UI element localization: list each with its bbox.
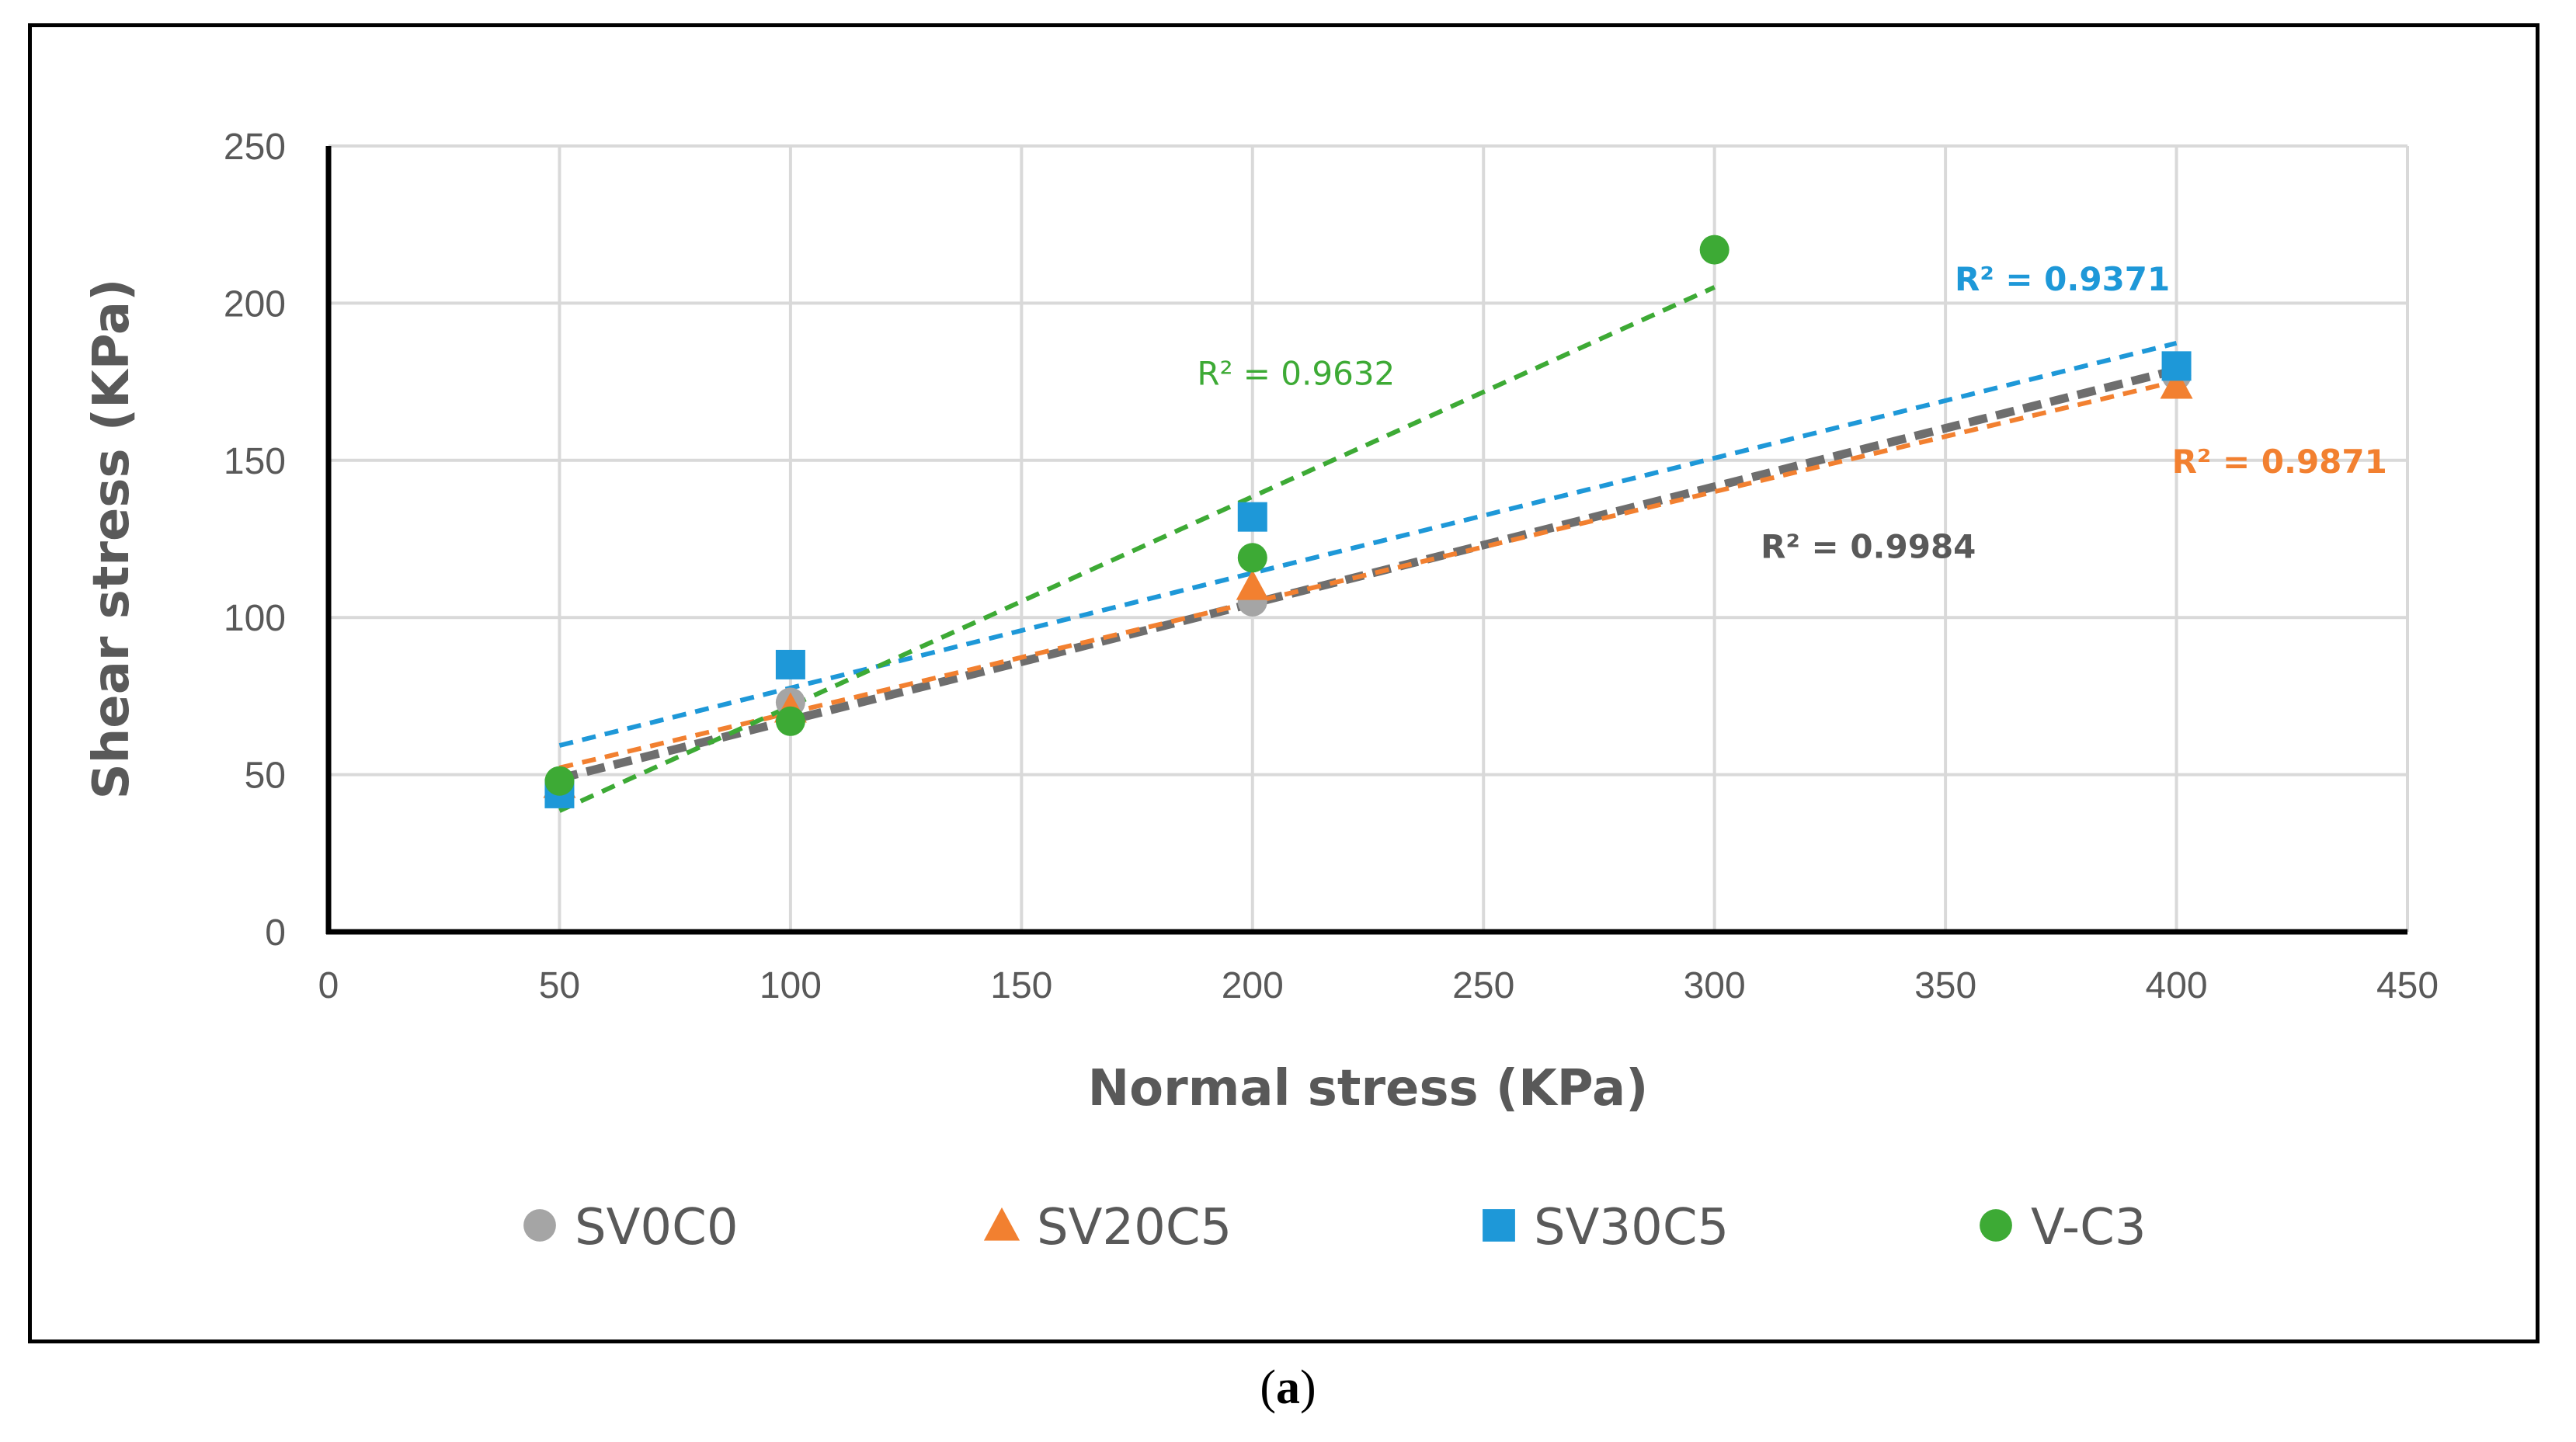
legend-marker-sv30c5	[1483, 1209, 1515, 1242]
y-axis-title: Shear stress (KPa)	[83, 279, 141, 800]
x-tick-label: 0	[318, 965, 339, 1006]
x-tick-label: 100	[760, 965, 822, 1006]
legend-marker-sv20c5	[983, 1207, 1020, 1241]
y-tick-label: 200	[224, 283, 286, 325]
legend: SV0C0 SV20C5 SV30C5 V-C3	[523, 1199, 2147, 1256]
x-tick-label: 250	[1452, 965, 1514, 1006]
x-tick-label: 200	[1222, 965, 1284, 1006]
labels: 0 50 100 150 200 250 300 350 400 450 0 50 100 150 200 2…	[83, 127, 2439, 1117]
legend-label: SV20C5	[1037, 1199, 1232, 1256]
x-tick-label: 450	[2376, 965, 2439, 1006]
x-tick-label: 150	[990, 965, 1052, 1006]
caption-letter: a	[1276, 1361, 1300, 1414]
legend-entry-sv30c5: SV30C5	[1483, 1199, 1729, 1256]
trendlines	[558, 285, 2178, 813]
figure-frame	[28, 23, 2539, 1343]
r2-label-sv0c0: R² = 0.9984	[1761, 527, 1976, 565]
point-sv30c5	[775, 649, 805, 679]
x-tick-label: 350	[1914, 965, 1976, 1006]
r2-label-v-c3: R² = 0.9632	[1197, 355, 1395, 393]
legend-label: SV30C5	[1534, 1199, 1729, 1256]
x-tick-label: 50	[539, 965, 580, 1006]
point-v-c3	[1699, 235, 1730, 265]
x-tick-label: 400	[2146, 965, 2208, 1006]
trendline-sv20c5	[558, 379, 2178, 770]
r2-label-sv20c5: R² = 0.9871	[2172, 443, 2387, 481]
point-sv30c5	[1237, 502, 1267, 532]
point-sv30c5	[2161, 351, 2192, 381]
legend-label: SV0C0	[575, 1199, 739, 1256]
y-tick-label: 100	[224, 598, 286, 639]
legend-label: V-C3	[2031, 1199, 2147, 1256]
legend-entry-v-c3: V-C3	[1980, 1199, 2147, 1256]
legend-marker-sv0c0	[523, 1209, 556, 1242]
caption-open: (	[1260, 1361, 1276, 1414]
legend-entry-sv20c5: SV20C5	[983, 1199, 1232, 1256]
legend-marker-v-c3	[1980, 1209, 2012, 1242]
point-sv20c5	[2160, 368, 2193, 399]
axes	[325, 146, 2407, 935]
point-sv20c5	[1236, 569, 1269, 600]
legend-entry-sv0c0: SV0C0	[523, 1199, 739, 1256]
caption-close: )	[1300, 1361, 1316, 1414]
point-v-c3	[775, 706, 805, 736]
figure-caption: (a)	[0, 1360, 2576, 1416]
y-tick-label: 0	[265, 912, 286, 954]
r2-label-sv30c5: R² = 0.9371	[1955, 260, 2170, 298]
x-axis-title: Normal stress (KPa)	[1088, 1060, 1649, 1117]
y-tick-label: 250	[224, 127, 286, 168]
y-tick-label: 50	[245, 756, 286, 797]
data-markers	[543, 235, 2193, 808]
trendline-v-c3	[558, 285, 1716, 813]
point-v-c3	[544, 766, 575, 796]
x-tick-label: 300	[1684, 965, 1746, 1006]
y-tick-label: 150	[224, 441, 286, 482]
point-v-c3	[1237, 543, 1267, 573]
